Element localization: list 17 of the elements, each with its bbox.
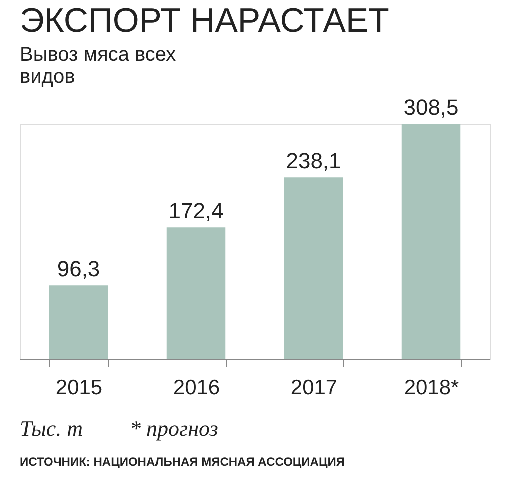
x-tick-label: 2017 [290, 376, 338, 400]
bar [49, 286, 108, 359]
data-label: 308,5 [404, 95, 459, 120]
bar [284, 178, 344, 359]
bar [402, 124, 461, 359]
text: * прогноз [130, 416, 218, 441]
x-tick-label: 2015 [56, 376, 103, 400]
data-label: 238,1 [286, 148, 342, 174]
chart-title: ЭКСПОРТ НАРАСТАЕТ [20, 2, 390, 40]
x-tick-label: 2018* [404, 376, 460, 400]
chart-subtitle: Вывоз мяса всех видов [20, 44, 176, 88]
x-tick-label: 2016 [173, 376, 220, 400]
bar [166, 228, 226, 359]
text: ИСТОЧНИК: НАЦИОНАЛЬНАЯ МЯСНАЯ АССОЦИАЦИЯ [20, 455, 345, 469]
data-label: 172,4 [168, 198, 224, 224]
data-label: 96,3 [57, 256, 100, 282]
text: Тыс. т [20, 416, 83, 441]
